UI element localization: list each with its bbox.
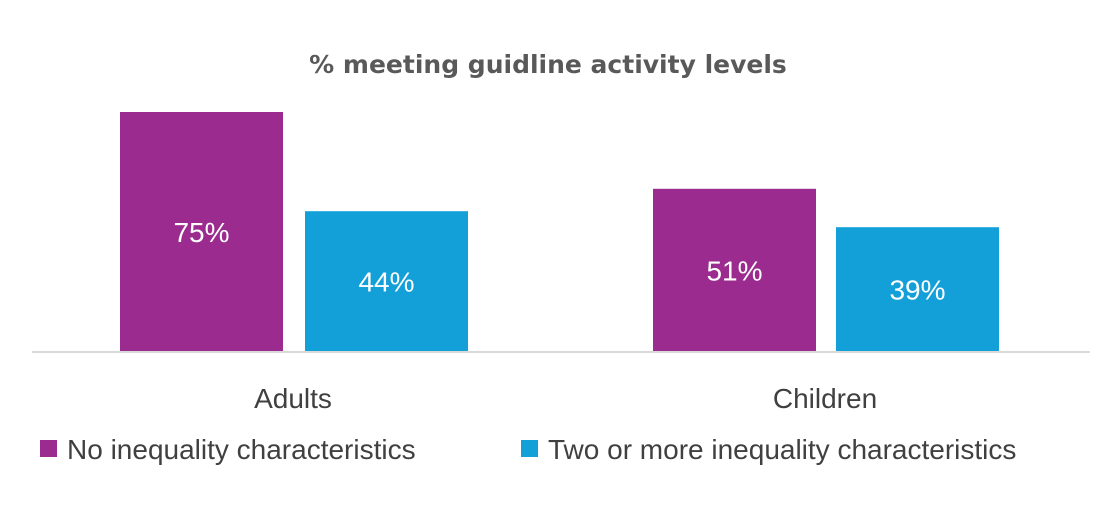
category-label-adults: Adults [254,383,332,414]
data-label-children-series-1: 51% [706,255,762,286]
bar-adults-series-1 [120,112,283,352]
bar-children-series-1 [653,188,816,352]
bar-children-series-2 [836,227,999,352]
data-label-children-series-2: 39% [889,275,945,306]
category-label-children: Children [773,383,877,414]
bar-adults-series-2 [305,211,468,352]
bars-group: 75% 44% 51% 39% [120,112,999,352]
legend-swatch-series-2 [521,440,538,457]
chart-title: % meeting guidline activity levels [309,50,787,79]
legend-label-series-1: No inequality characteristics [67,434,416,465]
legend-swatch-series-1 [40,440,57,457]
legend: No inequality characteristics Two or more… [40,434,1016,465]
data-label-adults-series-1: 75% [173,217,229,248]
legend-label-series-2: Two or more inequality characteristics [548,434,1016,465]
category-labels: Adults Children [254,383,877,414]
data-label-adults-series-2: 44% [358,267,414,298]
